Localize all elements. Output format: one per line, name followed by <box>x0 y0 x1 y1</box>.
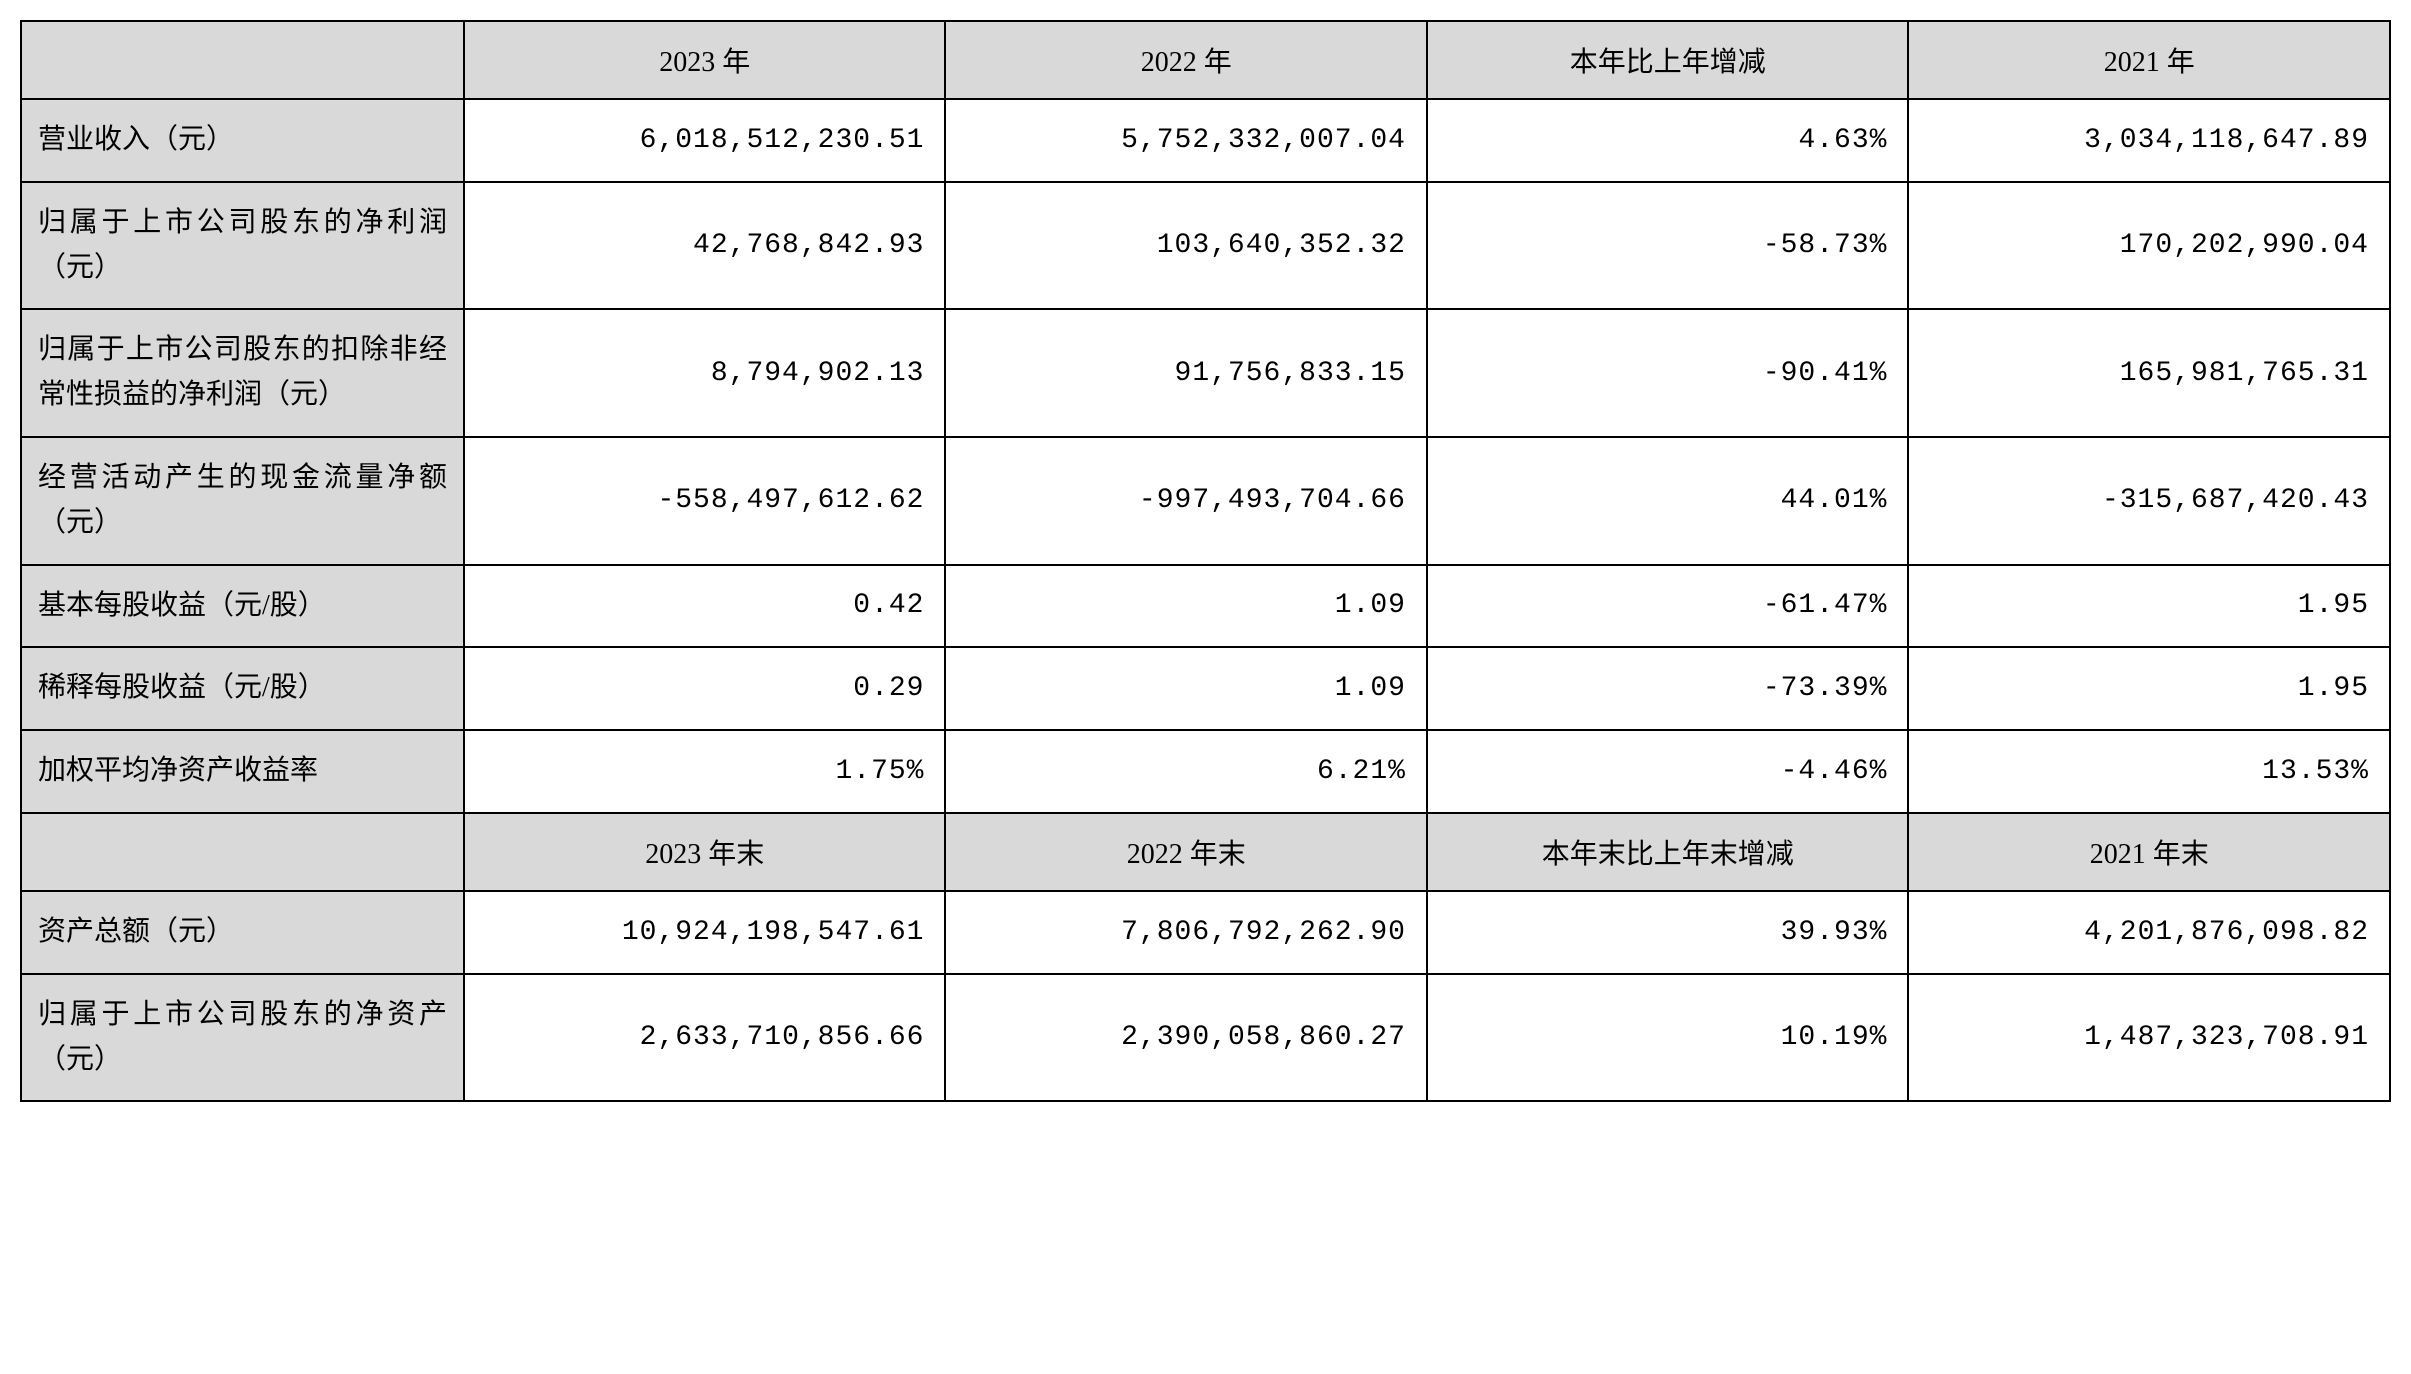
row-value: 44.01% <box>1427 437 1908 565</box>
row-value: 10.19% <box>1427 974 1908 1102</box>
row-value: 103,640,352.32 <box>945 182 1426 310</box>
table-row: 归属于上市公司股东的净资产（元） 2,633,710,856.66 2,390,… <box>21 974 2390 1102</box>
row-value: 8,794,902.13 <box>464 309 945 437</box>
row-value: 6.21% <box>945 730 1426 813</box>
header-change: 本年比上年增减 <box>1427 21 1908 99</box>
row-value: 91,756,833.15 <box>945 309 1426 437</box>
row-value: 1.95 <box>1908 565 2390 648</box>
row-value: 3,034,118,647.89 <box>1908 99 2390 182</box>
row-label: 归属于上市公司股东的扣除非经常性损益的净利润（元） <box>21 309 464 437</box>
header-2021: 2021 年 <box>1908 21 2390 99</box>
header-2022: 2022 年 <box>945 21 1426 99</box>
row-value: 10,924,198,547.61 <box>464 891 945 974</box>
table-row: 加权平均净资产收益率 1.75% 6.21% -4.46% 13.53% <box>21 730 2390 813</box>
row-value: 1,487,323,708.91 <box>1908 974 2390 1102</box>
row-value: 5,752,332,007.04 <box>945 99 1426 182</box>
row-value: 7,806,792,262.90 <box>945 891 1426 974</box>
row-label: 稀释每股收益（元/股） <box>21 647 464 730</box>
header-row-2: 2023 年末 2022 年末 本年末比上年末增减 2021 年末 <box>21 813 2390 891</box>
header-blank-2 <box>21 813 464 891</box>
financial-summary-table: 2023 年 2022 年 本年比上年增减 2021 年 营业收入（元） 6,0… <box>20 20 2391 1102</box>
table-row: 经营活动产生的现金流量净额（元） -558,497,612.62 -997,49… <box>21 437 2390 565</box>
row-value: 1.75% <box>464 730 945 813</box>
table-row: 资产总额（元） 10,924,198,547.61 7,806,792,262.… <box>21 891 2390 974</box>
row-value: 0.42 <box>464 565 945 648</box>
header-change-end: 本年末比上年末增减 <box>1427 813 1908 891</box>
header-2021-end: 2021 年末 <box>1908 813 2390 891</box>
table-row: 归属于上市公司股东的净利润（元） 42,768,842.93 103,640,3… <box>21 182 2390 310</box>
header-2022-end: 2022 年末 <box>945 813 1426 891</box>
row-value: -61.47% <box>1427 565 1908 648</box>
row-label: 加权平均净资产收益率 <box>21 730 464 813</box>
row-label: 归属于上市公司股东的净利润（元） <box>21 182 464 310</box>
row-value: -4.46% <box>1427 730 1908 813</box>
table-row: 营业收入（元） 6,018,512,230.51 5,752,332,007.0… <box>21 99 2390 182</box>
row-label: 基本每股收益（元/股） <box>21 565 464 648</box>
row-value: -558,497,612.62 <box>464 437 945 565</box>
row-value: 42,768,842.93 <box>464 182 945 310</box>
row-label: 归属于上市公司股东的净资产（元） <box>21 974 464 1102</box>
row-value: 170,202,990.04 <box>1908 182 2390 310</box>
row-value: 1.95 <box>1908 647 2390 730</box>
row-value: -90.41% <box>1427 309 1908 437</box>
row-value: 165,981,765.31 <box>1908 309 2390 437</box>
row-value: 13.53% <box>1908 730 2390 813</box>
row-value: 4.63% <box>1427 99 1908 182</box>
row-value: 4,201,876,098.82 <box>1908 891 2390 974</box>
table-row: 归属于上市公司股东的扣除非经常性损益的净利润（元） 8,794,902.13 9… <box>21 309 2390 437</box>
row-value: 1.09 <box>945 565 1426 648</box>
row-value: 1.09 <box>945 647 1426 730</box>
row-label: 营业收入（元） <box>21 99 464 182</box>
table-body: 2023 年 2022 年 本年比上年增减 2021 年 营业收入（元） 6,0… <box>21 21 2390 1101</box>
row-label: 经营活动产生的现金流量净额（元） <box>21 437 464 565</box>
header-2023-end: 2023 年末 <box>464 813 945 891</box>
row-value: -73.39% <box>1427 647 1908 730</box>
header-blank <box>21 21 464 99</box>
header-2023: 2023 年 <box>464 21 945 99</box>
row-value: 6,018,512,230.51 <box>464 99 945 182</box>
row-value: -997,493,704.66 <box>945 437 1426 565</box>
row-value: -315,687,420.43 <box>1908 437 2390 565</box>
header-row-1: 2023 年 2022 年 本年比上年增减 2021 年 <box>21 21 2390 99</box>
row-value: 2,633,710,856.66 <box>464 974 945 1102</box>
table-row: 稀释每股收益（元/股） 0.29 1.09 -73.39% 1.95 <box>21 647 2390 730</box>
row-value: -58.73% <box>1427 182 1908 310</box>
row-value: 2,390,058,860.27 <box>945 974 1426 1102</box>
row-value: 0.29 <box>464 647 945 730</box>
row-value: 39.93% <box>1427 891 1908 974</box>
table-row: 基本每股收益（元/股） 0.42 1.09 -61.47% 1.95 <box>21 565 2390 648</box>
row-label: 资产总额（元） <box>21 891 464 974</box>
